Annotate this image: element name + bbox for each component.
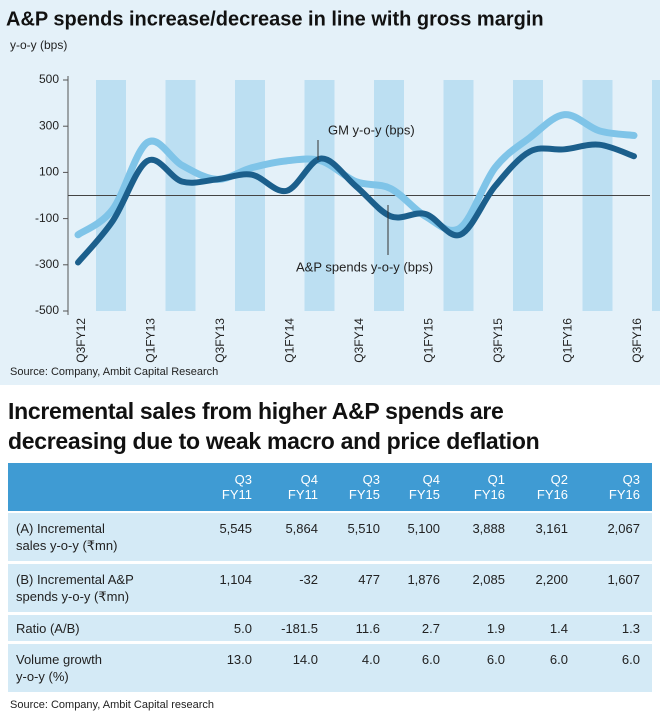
table-cell: 1.4 <box>549 620 568 636</box>
chart: A&P spends increase/decrease in line wit… <box>0 0 660 385</box>
label-text: Ratio (A/B) <box>16 620 80 636</box>
label-text: spends y-o-y (₹mn) <box>16 589 130 604</box>
header-text: FY16 <box>536 487 568 502</box>
header-row <box>8 463 652 511</box>
label-text: Volume growth <box>16 652 102 667</box>
table-source: Source: Company, Ambit Capital research <box>10 699 214 711</box>
row-background <box>8 644 652 692</box>
table-cell: 13.0 <box>226 651 252 667</box>
chart-title: A&P spends increase/decrease in line wit… <box>6 8 544 30</box>
x-tick-label: Q1FY13 <box>144 318 158 363</box>
header-text: Q4 <box>300 472 318 487</box>
y-tick-label: -300 <box>35 257 59 271</box>
x-tick-label: Q1FY15 <box>422 318 436 363</box>
x-tick-label: Q3FY13 <box>213 318 227 363</box>
y-tick-label: 300 <box>39 118 59 132</box>
table-cell: 5,100 <box>407 520 440 536</box>
row-label: (B) Incremental A&P spends y-o-y (₹mn) <box>16 564 206 612</box>
table-cell: 5,545 <box>219 520 252 536</box>
x-tick-label: Q3FY14 <box>352 318 366 363</box>
row-background <box>8 615 652 641</box>
series-line <box>74 111 638 239</box>
row-background <box>8 564 652 612</box>
label-text: (A) Incremental <box>16 521 105 536</box>
table-cell: 2,200 <box>535 571 568 587</box>
table-cell: 477 <box>358 571 380 587</box>
table-cell: 1,876 <box>407 571 440 587</box>
header-text: Q3 <box>234 472 252 487</box>
table-cell: 4.0 <box>361 651 380 667</box>
row-label: Ratio (A/B) <box>16 615 206 641</box>
table-cell: 2.7 <box>421 620 440 636</box>
x-tick-label: Q3FY16 <box>630 318 644 363</box>
table-cell: 6.0 <box>486 651 505 667</box>
column-header: Q2 FY16 <box>508 466 568 508</box>
table-cell: 2,085 <box>472 571 505 587</box>
table-cell: 2,067 <box>607 520 640 536</box>
header-text: FY11 <box>287 487 318 502</box>
table-cell: 3,888 <box>472 520 505 536</box>
series-line <box>75 141 637 266</box>
header-text: FY15 <box>348 487 380 502</box>
column-header: Q3 FY16 <box>580 466 640 508</box>
table-cell: -32 <box>299 571 318 587</box>
y-tick-label: 100 <box>39 165 59 179</box>
column-header: Q1 FY16 <box>445 466 505 508</box>
x-tick-label: Q1FY14 <box>283 318 297 363</box>
header-text: FY16 <box>473 487 505 502</box>
table-title: Incremental sales from higher A&P spends… <box>8 398 504 424</box>
table-cell: 6.0 <box>549 651 568 667</box>
header-text: FY16 <box>608 487 640 502</box>
table-cell: 5.0 <box>233 620 252 636</box>
table-cell: 1.9 <box>486 620 505 636</box>
header-text: Q3 <box>362 472 380 487</box>
y-tick-label: 500 <box>39 72 59 86</box>
table-cell: 1,104 <box>219 571 252 587</box>
column-stripe <box>652 80 660 311</box>
header-text: Q1 <box>487 472 505 487</box>
label-text: y-o-y (%) <box>16 669 69 684</box>
table-cell: 3,161 <box>535 520 568 536</box>
table-cell: 14.0 <box>292 651 318 667</box>
header-text: Q3 <box>622 472 640 487</box>
header-text: FY11 <box>221 487 252 502</box>
row-background <box>8 513 652 561</box>
x-tick-label: Q3FY12 <box>74 318 88 363</box>
table-title: decreasing due to weak macro and price d… <box>8 428 540 454</box>
table-cell: 6.0 <box>621 651 640 667</box>
source: Source: Company, Ambit Capital Research <box>10 366 218 378</box>
table-cell: 5,864 <box>285 520 318 536</box>
label-text: (B) Incremental A&P <box>16 572 134 587</box>
chart-subtitle: y-o-y (bps) <box>10 38 67 52</box>
column-header: Q3 FY15 <box>320 466 380 508</box>
column-header: Q4 FY15 <box>380 466 440 508</box>
column-header: Q4 FY11 <box>258 466 318 508</box>
x-tick-label: Q1FY16 <box>561 318 575 363</box>
header-text: Q2 <box>550 472 568 487</box>
x-tick-label: Q3FY15 <box>491 318 505 363</box>
series-annotation: A&P spends y-o-y (bps) <box>296 259 433 274</box>
header-text: FY15 <box>408 487 440 502</box>
header-text: Q4 <box>422 472 440 487</box>
table-cell: -181.5 <box>281 620 318 636</box>
table-cell: 6.0 <box>421 651 440 667</box>
column-header: Q3 FY11 <box>192 466 252 508</box>
label-text: sales y-o-y (₹mn) <box>16 538 118 553</box>
row-label: (A) Incremental sales y-o-y (₹mn) <box>16 513 206 561</box>
row-label: Volume growth y-o-y (%) <box>16 644 206 692</box>
table-cell: 1.3 <box>621 620 640 636</box>
table-cell: 11.6 <box>355 620 380 636</box>
y-tick-label: -100 <box>35 211 59 225</box>
y-tick-label: -500 <box>35 303 59 317</box>
table-cell: 1,607 <box>607 571 640 587</box>
table-cell: 5,510 <box>347 520 380 536</box>
series-annotation: GM y-o-y (bps) <box>328 122 415 137</box>
